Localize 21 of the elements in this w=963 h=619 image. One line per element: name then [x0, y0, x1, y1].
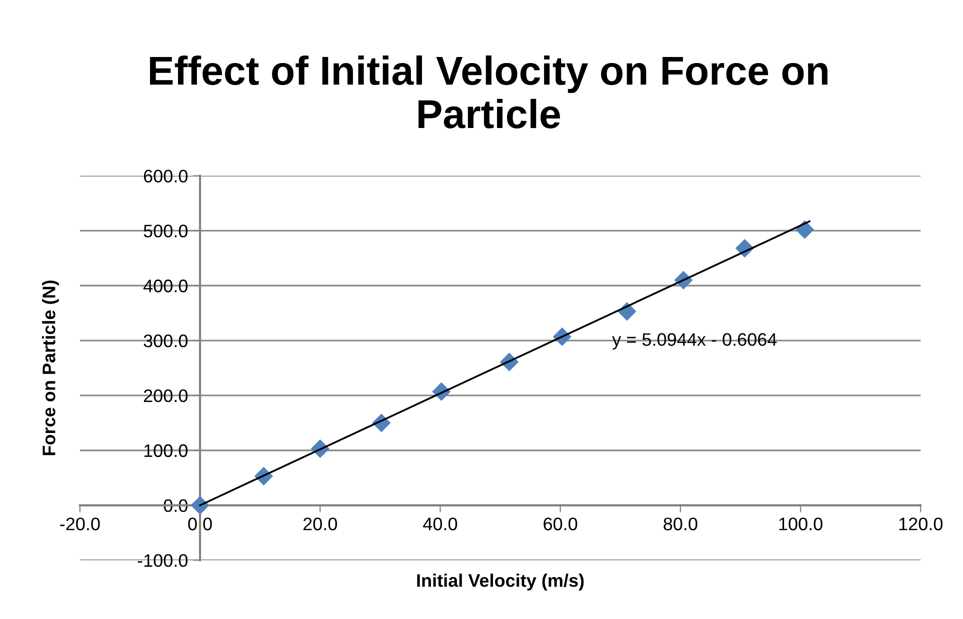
x-axis-title: Initial Velocity (m/s): [417, 574, 584, 590]
y-tick-label: 100.0: [144, 444, 188, 458]
annotation: y = 5.0944x - 0.6064: [612, 333, 777, 350]
x-tick-label: 40.0: [423, 518, 458, 530]
x-tick-label: 60.0: [544, 518, 578, 530]
x-tick-label: 0.0: [188, 518, 212, 530]
y-tick-label: -100.0: [138, 554, 188, 567]
y-axis-title: Force on Particle (N): [42, 280, 59, 456]
y-tick-label: 500.0: [144, 224, 188, 238]
x-tick-label: 20.0: [303, 518, 337, 530]
y-tick-label: 400.0: [143, 280, 188, 292]
point: [795, 220, 814, 239]
x-tick-label: 120.0: [899, 518, 943, 530]
y-tick-label: 600.0: [144, 170, 188, 183]
x-tick-label: 80.0: [664, 518, 698, 530]
y-tick-label: 300.0: [144, 334, 188, 348]
x-tick-label: -20.0: [60, 518, 100, 530]
y-tick-label: 200.0: [144, 389, 188, 402]
point: [190, 496, 210, 515]
chart-title: Effect of Initial Velocity on Force on Particle: [150, 55, 828, 128]
x-tick-label: 100.0: [779, 518, 822, 530]
